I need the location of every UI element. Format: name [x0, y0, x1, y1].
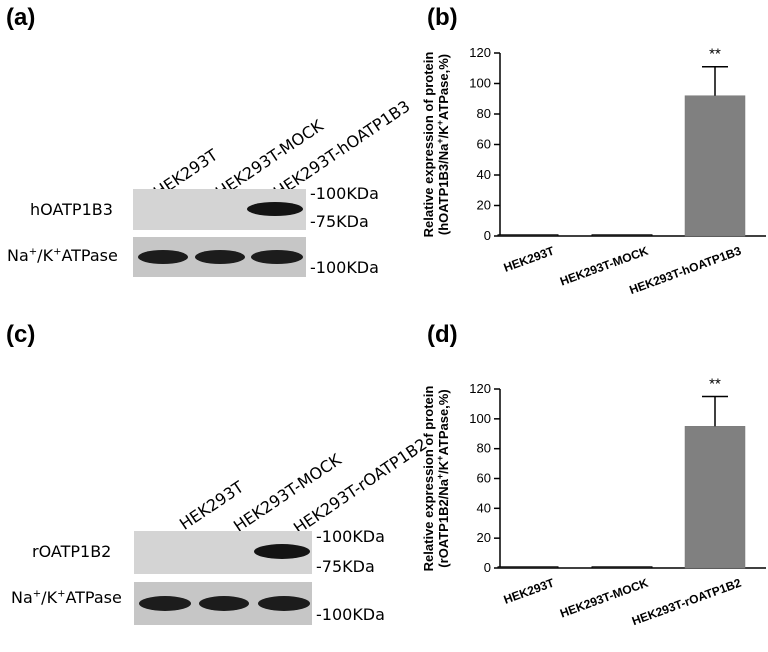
y-axis-label-part: + — [435, 138, 445, 143]
band-loading-control — [258, 596, 310, 611]
y-tick-label: 100 — [469, 411, 491, 426]
y-axis-label-part: + — [435, 120, 445, 125]
band-loading-control — [138, 250, 188, 264]
significance-annotation: ** — [709, 46, 721, 63]
y-axis-label-part: (hOATP1B3/Na — [436, 143, 451, 235]
bar — [497, 566, 559, 569]
y-tick-label: 80 — [477, 441, 491, 456]
bar — [591, 234, 653, 237]
marker-75kda: -75KDa — [316, 557, 375, 576]
panel-label-c: (c) — [6, 321, 36, 348]
bar — [591, 566, 653, 569]
y-axis-label-part: + — [435, 456, 445, 461]
y-axis-label-part: (rOATP1B2/Na — [436, 478, 451, 567]
blot-strip-loading-control — [134, 582, 312, 625]
band-loading-control — [199, 596, 249, 611]
bar — [684, 95, 746, 237]
y-tick-label: 40 — [477, 500, 491, 515]
y-axis-label-line2: (rOATP1B2/Na+/K+ATPase,%) — [435, 389, 451, 567]
y-tick-label: 60 — [477, 471, 491, 486]
y-tick-label: 100 — [469, 76, 491, 91]
row-label-loading-control: Na+/K+ATPase — [7, 246, 118, 265]
y-axis-label-part: + — [435, 474, 445, 479]
y-tick-label: 20 — [477, 198, 491, 213]
y-tick-label: 40 — [477, 167, 491, 182]
y-tick-label: 120 — [469, 45, 491, 60]
blot-strip-target — [133, 189, 306, 230]
row-label-target: rOATP1B2 — [32, 542, 112, 561]
y-axis-label-part: /K — [436, 125, 451, 139]
band-loading-control — [251, 250, 303, 264]
blot-strip-target — [134, 531, 312, 574]
y-axis-label-line1: Relative expression of protein — [421, 386, 436, 572]
panel-label-b: (b) — [427, 4, 458, 31]
significance-annotation: ** — [709, 375, 721, 392]
y-tick-label: 60 — [477, 137, 491, 152]
bar — [684, 426, 746, 569]
marker-100kda: -100KDa — [316, 527, 385, 546]
band-loading-control — [139, 596, 191, 611]
band-target — [247, 202, 303, 216]
bar — [497, 234, 559, 237]
blot-strip-loading-control — [133, 237, 306, 277]
marker-75kda: -75KDa — [310, 212, 369, 231]
y-tick-label: 80 — [477, 106, 491, 121]
y-axis-label-part: ATPase,%) — [436, 54, 451, 120]
x-tick-label: HEK293T — [502, 575, 557, 606]
y-axis-label-part: /K — [436, 460, 451, 474]
row-label-target: hOATP1B3 — [30, 200, 113, 219]
panel-label-d: (d) — [427, 321, 458, 348]
band-loading-control — [195, 250, 245, 264]
y-tick-label: 120 — [469, 381, 491, 396]
row-label-loading-control: Na+/K+ATPase — [11, 588, 122, 607]
marker-100kda: -100KDa — [310, 184, 379, 203]
panel-label-a: (a) — [6, 4, 36, 31]
y-tick-label: 0 — [484, 228, 491, 243]
marker-100kda: -100KDa — [310, 258, 379, 277]
y-tick-label: 20 — [477, 530, 491, 545]
y-axis-label-line1: Relative expression of protein — [421, 52, 436, 238]
marker-100kda: -100KDa — [316, 605, 385, 624]
y-axis-label-part: ATPase,%) — [436, 389, 451, 455]
band-target — [254, 544, 310, 559]
y-axis-label-line2: (hOATP1B3/Na+/K+ATPase,%) — [435, 54, 451, 235]
y-tick-label: 0 — [484, 560, 491, 575]
x-tick-label: HEK293T — [502, 243, 557, 274]
